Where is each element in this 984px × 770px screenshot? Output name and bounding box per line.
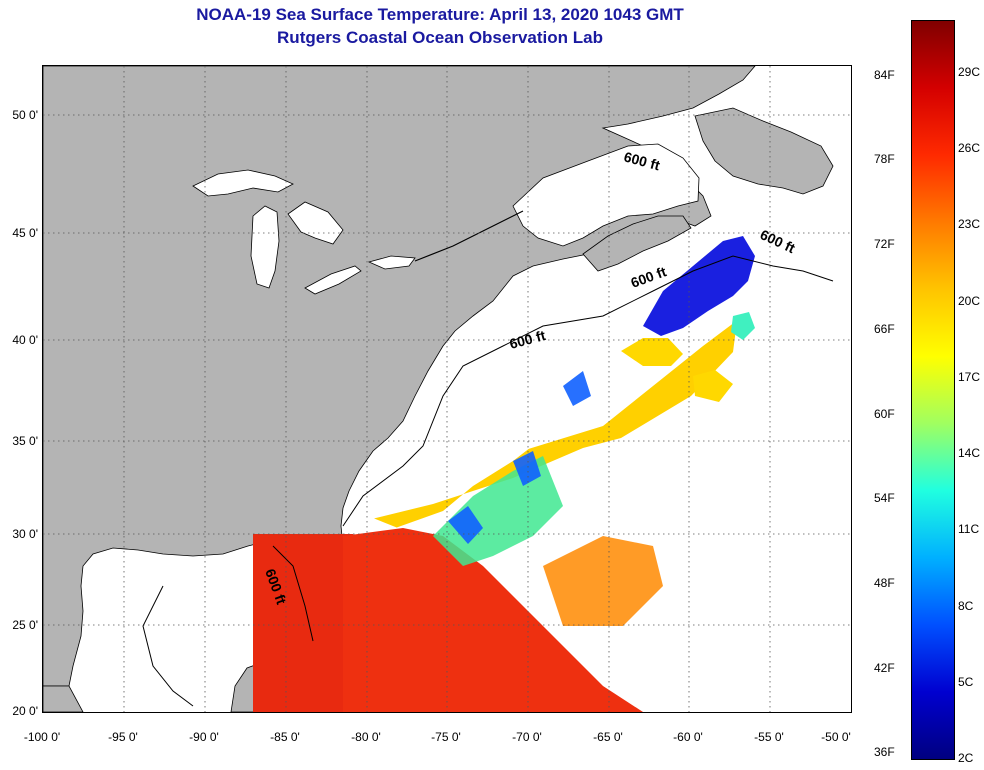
lon-label: -80 0': [351, 730, 381, 744]
gulf-st-lawrence: [512, 143, 700, 247]
lon-label: -50 0': [821, 730, 851, 744]
colorbar-celsius-label: 11C: [958, 522, 980, 537]
colorbar-fahrenheit-label: 78F: [874, 152, 895, 167]
lon-label: -60 0': [673, 730, 703, 744]
sst-coastal-cold: [448, 371, 591, 544]
sst-scotian-cold: [643, 236, 755, 336]
lon-label: -65 0': [593, 730, 623, 744]
lon-label: -85 0': [270, 730, 300, 744]
colorbar-fahrenheit-label: 42F: [874, 660, 895, 675]
colorbar-fahrenheit-label: 60F: [874, 406, 895, 421]
sst-gulfstream-warm: [621, 338, 733, 402]
colorbar-fahrenheit-label: 84F: [874, 67, 895, 82]
lon-label: -100 0': [23, 730, 61, 744]
lon-label: -90 0': [189, 730, 219, 744]
lat-label: 25 0': [12, 618, 38, 632]
land-nova-scotia: [582, 215, 692, 272]
title-line-1: NOAA-19 Sea Surface Temperature: April 1…: [196, 5, 684, 24]
lon-label: -55 0': [754, 730, 784, 744]
temperature-colorbar: [911, 20, 955, 760]
title-line-2: Rutgers Coastal Ocean Observation Lab: [277, 28, 603, 47]
sst-south-warm: [343, 528, 643, 712]
sst-shelf-cyan: [731, 312, 755, 340]
colorbar-fahrenheit-label: 54F: [874, 491, 895, 506]
lake-michigan: [250, 205, 280, 289]
lon-label: -70 0': [512, 730, 542, 744]
lake-superior: [192, 169, 294, 197]
lon-label: -95 0': [108, 730, 138, 744]
colorbar-celsius-label: 5C: [958, 674, 974, 689]
lat-label: 20 0': [12, 704, 38, 718]
colorbar-fahrenheit-label: 48F: [874, 575, 895, 590]
sst-orange-offshore: [543, 536, 663, 626]
isobath-label-grand-banks: 600 ft: [758, 226, 798, 256]
lat-label: 30 0': [12, 527, 38, 541]
colorbar-celsius-label: 23C: [958, 217, 981, 232]
lat-label: 50 0': [12, 108, 38, 122]
colorbar-celsius-label: 29C: [958, 64, 981, 79]
colorbar-celsius-label: 17C: [958, 369, 981, 384]
isobath-label-midatlantic: 600 ft: [508, 327, 548, 352]
colorbar-celsius-label: 2C: [958, 751, 974, 765]
sst-gulf-warm: [253, 534, 353, 712]
lake-erie: [304, 265, 362, 295]
colorbar-fahrenheit-label: 72F: [874, 237, 895, 252]
lat-label: 35 0': [12, 434, 38, 448]
land-yucatan: [43, 663, 274, 712]
colorbar-celsius-label: 8C: [958, 598, 974, 613]
sst-map: 600 ft 600 ft 600 ft 600 ft 600 ft: [42, 65, 852, 713]
lat-label: 45 0': [12, 226, 38, 240]
land-newfoundland: [694, 107, 834, 195]
lake-ontario: [367, 255, 416, 270]
colorbar-celsius-label: 26C: [958, 141, 981, 156]
isobath-600ft: [142, 255, 834, 707]
lon-label: -75 0': [431, 730, 461, 744]
st-lawrence-river: [414, 210, 524, 262]
colorbar-fahrenheit-label: 36F: [874, 745, 895, 760]
lat-label: 40 0': [12, 333, 38, 347]
colorbar-celsius-label: 14C: [958, 446, 981, 461]
colorbar-fahrenheit-label: 66F: [874, 321, 895, 336]
colorbar-celsius-label: 20C: [958, 293, 981, 308]
